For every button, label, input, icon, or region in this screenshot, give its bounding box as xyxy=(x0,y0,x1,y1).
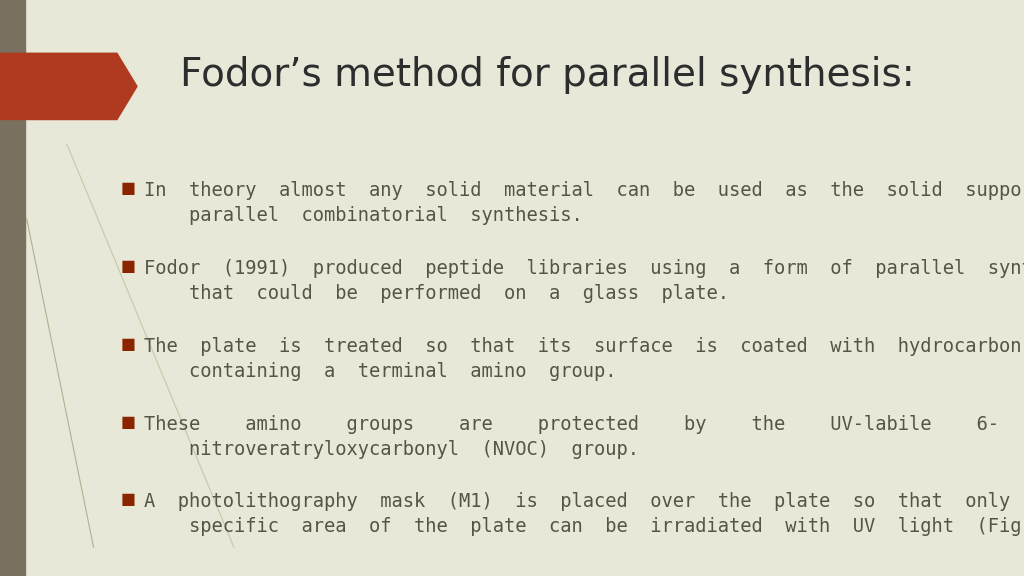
Text: In  theory  almost  any  solid  material  can  be  used  as  the  solid  support: In theory almost any solid material can … xyxy=(143,181,1024,225)
Text: ■: ■ xyxy=(120,259,135,274)
Text: These    amino    groups    are    protected    by    the    UV-labile    6-
   : These amino groups are protected by the … xyxy=(143,415,998,458)
Text: Fodor  (1991)  produced  peptide  libraries  using  a  form  of  parallel  synth: Fodor (1991) produced peptide libraries … xyxy=(143,259,1024,303)
Text: The  plate  is  treated  so  that  its  surface  is  coated  with  hydrocarbon  : The plate is treated so that its surface… xyxy=(143,337,1024,381)
Text: ■: ■ xyxy=(120,181,135,196)
Bar xyxy=(0,0,26,576)
Text: Fodor’s method for parallel synthesis:: Fodor’s method for parallel synthesis: xyxy=(180,56,915,94)
Polygon shape xyxy=(0,54,137,120)
Text: ■: ■ xyxy=(120,415,135,430)
Text: ■: ■ xyxy=(120,337,135,352)
Text: ■: ■ xyxy=(120,492,135,507)
Text: A  photolithography  mask  (M1)  is  placed  over  the  plate  so  that  only  a: A photolithography mask (M1) is placed o… xyxy=(143,492,1024,536)
